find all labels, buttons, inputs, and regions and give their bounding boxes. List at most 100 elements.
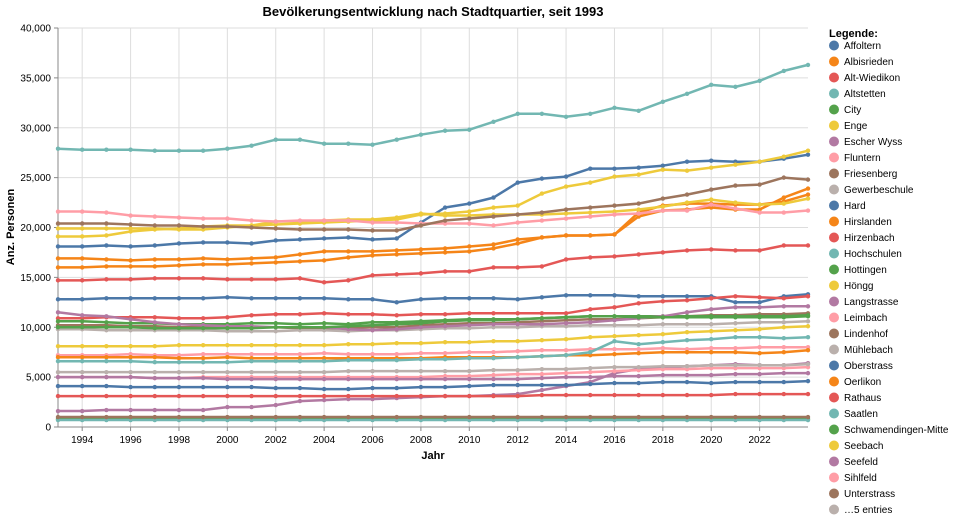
data-point (152, 243, 157, 248)
data-point (297, 218, 303, 223)
data-point (684, 379, 690, 385)
data-point (709, 362, 714, 368)
data-point (55, 414, 61, 420)
data-point (176, 384, 182, 390)
data-point (467, 318, 472, 323)
data-point (805, 62, 811, 68)
x-axis-title: Jahr (421, 450, 445, 462)
legend-swatch (829, 424, 839, 435)
data-point (200, 326, 206, 331)
data-point (539, 347, 545, 353)
data-point (418, 321, 424, 326)
data-point (273, 321, 278, 326)
data-point (612, 314, 617, 319)
data-point (200, 224, 206, 229)
series-line (58, 345, 808, 357)
data-point (636, 301, 641, 306)
y-tick-label: 40,000 (20, 24, 51, 35)
data-point (805, 314, 811, 319)
data-point (297, 312, 303, 317)
data-point (55, 146, 61, 151)
data-point (467, 201, 472, 206)
data-point (152, 296, 157, 301)
data-point (249, 376, 254, 382)
data-point (346, 312, 351, 317)
data-point (79, 278, 85, 283)
data-point (491, 318, 496, 323)
data-point (563, 374, 569, 380)
data-point (442, 128, 448, 133)
legend-label: Hochschulen (844, 249, 902, 260)
data-point (612, 334, 617, 339)
data-point (515, 348, 520, 354)
data-point (805, 319, 811, 324)
data-point (128, 317, 133, 322)
data-point (757, 345, 762, 350)
legend-swatch (829, 488, 839, 499)
data-point (781, 370, 787, 376)
data-point (709, 187, 714, 192)
series-enge (55, 324, 811, 349)
data-point (200, 351, 206, 357)
data-point (491, 311, 496, 316)
data-point (273, 351, 278, 357)
data-point (539, 322, 545, 327)
data-point (515, 237, 520, 242)
data-point (467, 393, 472, 399)
data-point (660, 163, 666, 168)
x-tick-label: 1994 (71, 435, 94, 446)
y-tick-label: 35,000 (20, 73, 51, 84)
data-point (225, 354, 230, 360)
data-point (467, 249, 472, 254)
data-point (79, 221, 85, 226)
data-point (152, 276, 157, 281)
data-point (370, 368, 375, 374)
data-point (805, 324, 811, 329)
data-point (176, 257, 182, 262)
data-point (612, 323, 617, 328)
data-point (757, 414, 762, 420)
series-line (58, 379, 809, 391)
data-point (733, 300, 738, 305)
data-point (273, 277, 278, 282)
series-line (58, 293, 809, 304)
data-point (636, 252, 641, 257)
data-point (709, 307, 714, 312)
data-point (563, 216, 569, 221)
data-point (346, 218, 351, 223)
data-point (249, 256, 254, 261)
data-point (612, 212, 617, 217)
data-point (515, 111, 520, 116)
legend-swatch (829, 104, 839, 115)
data-point (346, 227, 351, 232)
data-point (104, 221, 109, 226)
data-point (588, 381, 593, 387)
data-point (563, 233, 569, 238)
data-point (467, 383, 472, 389)
data-point (225, 376, 230, 382)
data-point (442, 296, 448, 301)
data-point (467, 221, 472, 226)
data-point (321, 258, 327, 263)
data-point (491, 355, 496, 361)
data-point (757, 305, 762, 310)
data-point (781, 210, 787, 215)
data-point (225, 240, 230, 245)
legend-label: Rathaus (844, 393, 881, 404)
data-point (418, 350, 424, 356)
series-line (58, 315, 809, 330)
data-point (394, 368, 399, 374)
data-point (588, 233, 593, 238)
y-tick-label: 5,000 (26, 373, 51, 384)
data-point (709, 414, 714, 420)
data-point (612, 305, 617, 310)
data-point (321, 325, 327, 330)
data-point (757, 379, 762, 385)
legend-label: Mühlebach (844, 345, 893, 356)
legend-swatch (829, 136, 839, 147)
data-point (249, 369, 254, 375)
data-point (515, 297, 520, 302)
data-point (104, 257, 109, 262)
data-point (539, 191, 545, 196)
legend-swatch (829, 248, 839, 259)
